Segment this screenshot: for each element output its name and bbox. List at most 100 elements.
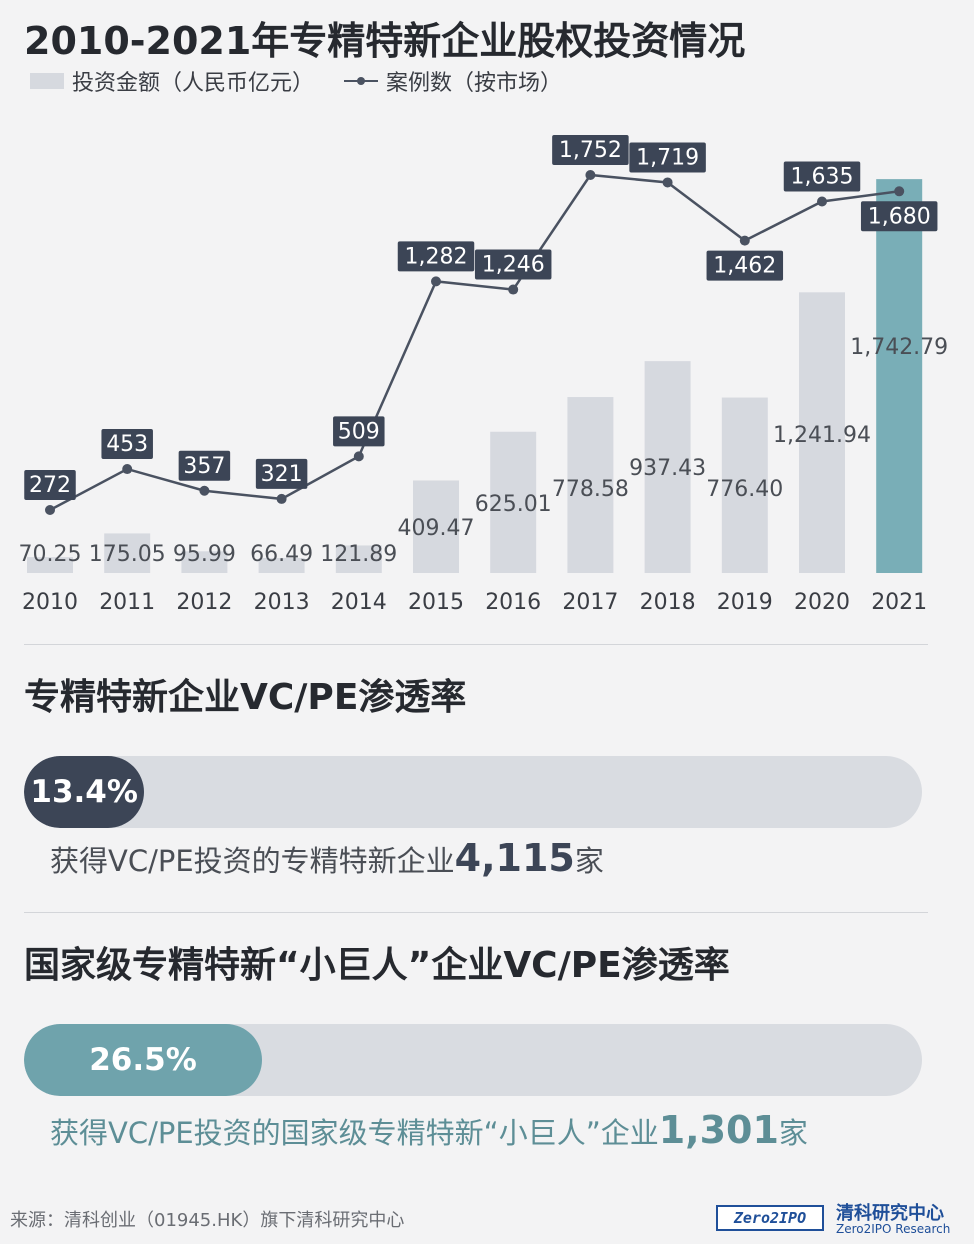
bar-2020 (799, 292, 845, 573)
line-value-label-2012: 357 (183, 454, 225, 479)
x-tick-label-2011: 2011 (99, 590, 155, 615)
x-tick-label-2021: 2021 (871, 590, 927, 615)
line-label-box-2020 (783, 161, 861, 192)
line-value-label-2011: 453 (106, 432, 148, 457)
x-tick-label-2010: 2010 (22, 590, 78, 615)
line-value-label-2016: 1,246 (482, 253, 545, 278)
bar-value-label-2020: 1,241.94 (773, 423, 871, 448)
bar-value-label-2018: 937.43 (629, 456, 706, 481)
x-tick-label-2017: 2017 (562, 590, 618, 615)
chart-title: 2010-2021年专精特新企业股权投资情况 (24, 19, 746, 63)
bar-2011 (104, 533, 151, 573)
section1-desc-suffix: 家 (574, 844, 604, 878)
section1-description: 获得VC/PE投资的专精特新企业4,115家 (50, 836, 604, 880)
line-point-2018 (662, 177, 673, 188)
bar-2019 (721, 397, 768, 573)
bar-2013 (258, 557, 305, 573)
line-value-label-2015: 1,282 (405, 244, 468, 269)
bar-2015 (413, 480, 459, 573)
divider-2 (24, 912, 928, 913)
bar-2018 (644, 361, 691, 573)
chart-legend: 投资金额（人民币亿元） 案例数（按市场） (30, 64, 562, 98)
x-tick-label-2020: 2020 (794, 590, 850, 615)
section2-desc-prefix: 获得VC/PE投资的国家级专精特新“小巨人”企业 (50, 1116, 659, 1150)
section2-progress-fill: 26.5% (24, 1024, 262, 1096)
line-value-label-2017: 1,752 (559, 138, 622, 163)
legend-bar-label: 投资金额（人民币亿元） (72, 71, 315, 96)
zero2ipo-logo: Zero2IPO (716, 1205, 824, 1231)
bar-2012 (181, 551, 228, 573)
line-label-box-2017 (552, 135, 629, 165)
x-tick-label-2014: 2014 (331, 590, 387, 615)
section1-percent-label: 13.4% (30, 774, 138, 810)
x-tick-label-2012: 2012 (176, 590, 232, 615)
divider-1 (24, 644, 928, 645)
section1-progress-fill: 13.4% (24, 756, 145, 828)
combo-chart: 70.25 175.05 95.99 66.49 121.89409.47625.017… (19, 135, 948, 615)
line-point-2013 (276, 493, 287, 504)
bar-2021 (876, 179, 923, 573)
bar-value-label-2015: 409.47 (398, 516, 475, 541)
section2-description: 获得VC/PE投资的国家级专精特新“小巨人”企业1,301家 (50, 1108, 808, 1152)
bar-2014 (335, 545, 382, 573)
line-point-2012 (199, 485, 210, 496)
section2-percent-label: 26.5% (89, 1042, 197, 1078)
line-point-2017 (585, 170, 596, 180)
line-value-label-2021: 1,680 (868, 204, 931, 229)
bar-2017 (567, 397, 614, 573)
line-point-2021 (894, 186, 905, 197)
line-series-cases (49, 173, 900, 512)
bar-value-label-2014: 121.89 (320, 542, 397, 567)
line-point-2016 (508, 284, 519, 295)
line-label-box-2011 (101, 429, 153, 460)
logo-chinese-name: 清科研究中心 (836, 1203, 944, 1224)
bar-value-label-2016: 625.01 (475, 492, 552, 517)
line-label-box-2015 (397, 241, 475, 272)
line-label-box-2013 (255, 458, 308, 489)
section2-desc-suffix: 家 (778, 1116, 808, 1150)
legend-bar-swatch (30, 73, 64, 89)
bar-value-label-2010: 70.25 (19, 542, 82, 567)
line-value-label-2013: 321 (261, 462, 303, 487)
line-label-box-2019 (706, 250, 784, 281)
bar-2016 (490, 431, 537, 573)
line-point-2020 (817, 196, 827, 207)
bar-2010 (27, 557, 73, 573)
section1-title: 专精特新企业VC/PE渗透率 (24, 677, 467, 718)
bar-value-label-2011: 175.05 (89, 542, 166, 567)
line-point-2015 (431, 276, 441, 287)
line-label-box-2016 (474, 249, 552, 280)
line-label-box-2018 (629, 142, 706, 173)
line-label-box-2012 (178, 450, 231, 481)
bar-value-label-2017: 778.58 (552, 477, 629, 502)
line-point-2010 (45, 505, 55, 515)
line-point-2019 (739, 235, 750, 246)
bar-value-label-2019: 776.40 (706, 477, 783, 502)
section2-title: 国家级专精特新“小巨人”企业VC/PE渗透率 (24, 945, 730, 986)
line-point-2014 (353, 451, 364, 462)
legend-line-label: 案例数（按市场） (386, 71, 563, 96)
line-value-label-2018: 1,719 (636, 145, 699, 170)
section1-desc-number: 4,115 (454, 836, 575, 880)
x-tick-label-2019: 2019 (717, 590, 773, 615)
section2-desc-number: 1,301 (658, 1108, 779, 1152)
section1-desc-prefix: 获得VC/PE投资的专精特新企业 (50, 844, 455, 878)
line-value-label-2019: 1,462 (713, 254, 776, 279)
x-tick-label-2015: 2015 (408, 590, 464, 615)
source-note: 来源：清科创业（01945.HK）旗下清科研究中心 (10, 1210, 405, 1231)
line-value-label-2010: 272 (29, 473, 71, 498)
line-label-box-2010 (24, 470, 76, 500)
line-value-label-2020: 1,635 (791, 164, 854, 189)
x-tick-label-2016: 2016 (485, 590, 541, 615)
bar-value-label-2012: 95.99 (173, 542, 236, 567)
x-tick-label-2013: 2013 (254, 590, 310, 615)
section2-progress-track: 26.5% (24, 1024, 922, 1096)
line-label-box-2021 (860, 201, 938, 232)
logo-english-name: Zero2IPO Research (836, 1222, 951, 1236)
x-tick-label-2018: 2018 (640, 590, 696, 615)
bar-value-label-2021: 1,742.79 (850, 335, 948, 360)
section1-progress-track: 13.4% (24, 756, 922, 828)
legend-line-swatch (344, 73, 379, 89)
line-value-label-2014: 509 (338, 419, 380, 444)
line-label-box-2014 (333, 416, 385, 447)
